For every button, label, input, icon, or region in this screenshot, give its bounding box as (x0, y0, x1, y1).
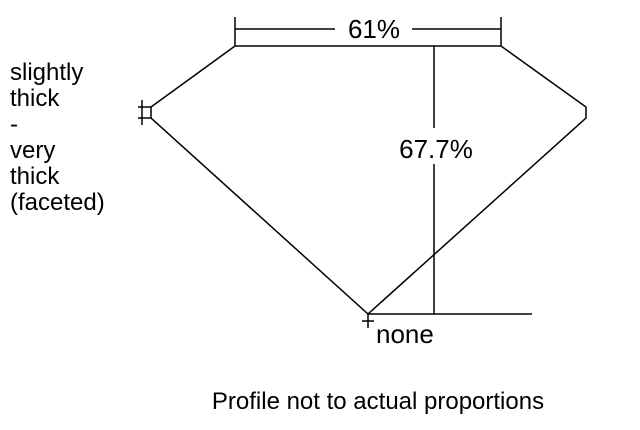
girdle-marker (138, 100, 151, 125)
caption: Profile not to actual proportions (211, 388, 545, 415)
girdle-label-line: - (10, 111, 18, 138)
girdle-label-line: very (10, 137, 56, 164)
girdle-label: slightly thick - very thick (faceted) (10, 60, 105, 216)
girdle-label-line: (faceted) (10, 189, 105, 216)
culet-marker (362, 314, 374, 328)
culet-label: none (376, 319, 434, 349)
gem-outline (150, 45, 587, 316)
girdle-label-line: thick (10, 163, 60, 190)
depth-percent-label: 67.7% (399, 134, 473, 164)
table-percent-label: 61% (348, 14, 400, 44)
girdle-label-line: thick (10, 85, 60, 112)
girdle-label-line: slightly (10, 59, 84, 86)
